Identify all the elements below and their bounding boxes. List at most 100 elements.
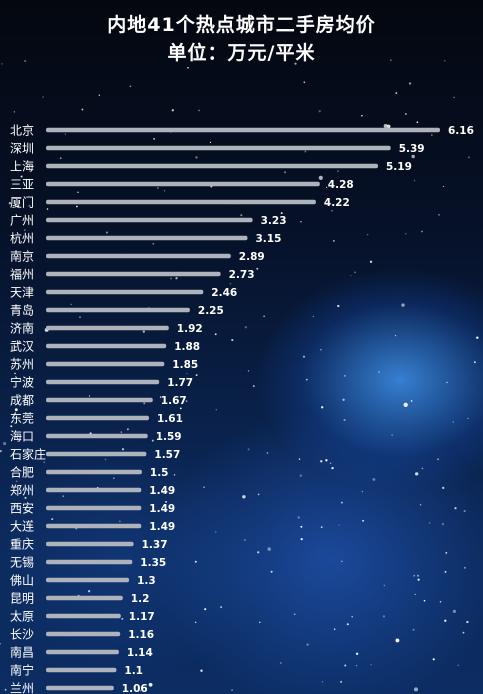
star-dot [337,170,339,173]
star-dot [14,372,16,375]
star-dot [391,434,393,436]
star-dot [17,205,20,208]
star-dot [88,395,91,397]
star-dot [179,407,182,410]
star-dot [14,408,18,412]
star-dot [354,271,356,274]
star-dot [442,486,445,490]
value-label: 4.28 [328,179,354,191]
star-dot [14,168,18,171]
star-dot [62,495,64,497]
star-dot [280,212,283,215]
star-dot [463,566,466,569]
bar [46,379,160,385]
star-dot [263,315,265,318]
star-dot [442,185,445,188]
star-dot [270,570,273,573]
star-dot [333,240,335,242]
star-dot [163,190,166,192]
value-label: 1.92 [177,323,203,335]
bar [46,523,142,529]
bar [46,325,169,331]
star-dot [383,123,388,129]
value-label: 1.49 [149,521,175,533]
star-dot [23,229,26,232]
star-dot [298,458,301,460]
star-dot [162,492,164,494]
star-dot [126,428,129,431]
value-label: 1.59 [156,431,182,443]
star-dot [383,584,386,587]
star-dot [8,202,12,205]
bar [46,163,378,169]
star-dot [51,518,54,521]
category-label: 南宁 [10,663,34,678]
category-label: 北京 [10,124,34,138]
star-dot [195,156,198,159]
star-dot [170,277,173,280]
star-dot [441,523,445,526]
star-dot [113,477,115,479]
bar [46,649,119,655]
bar [46,577,130,583]
star-dot [13,357,16,359]
star-dot [413,179,416,182]
star-dot [370,663,372,666]
star-dot [395,92,398,95]
bar [46,397,153,403]
star-dot [361,114,363,117]
bar [46,199,316,205]
star-dot [445,552,448,554]
star-dot [15,480,18,483]
star-dot [153,138,156,140]
star-dot [24,496,27,499]
star-dot [79,316,81,319]
value-label: 2.46 [211,287,237,299]
category-label: 长沙 [10,628,34,642]
star-dot [431,134,433,136]
star-dot [259,621,261,624]
star-dot [121,448,125,451]
star-dot [342,398,345,401]
star-dot [390,59,392,62]
star-dot [4,688,7,691]
star-dot [444,570,447,573]
star-dot [159,396,162,398]
value-label: 1.37 [142,539,168,551]
star-dot [20,175,23,178]
star-dot [467,417,469,420]
star-dot [453,96,455,99]
star-dot [200,669,203,672]
star-dot [43,461,46,463]
star-dot [243,538,246,542]
value-label: 1.61 [157,413,183,425]
star-dot [302,355,306,358]
star-dot [417,578,420,581]
value-label: 1.88 [174,341,200,353]
star-dot [121,617,124,620]
star-dot [257,493,260,496]
star-dot [64,133,67,135]
star-dot [244,326,247,329]
bar [46,451,147,457]
category-label: 东莞 [10,412,34,426]
star-dot [13,111,16,113]
star-dot [59,157,62,160]
category-label: 海口 [10,429,34,444]
star-dot [87,590,91,593]
star-dot [414,593,416,596]
star-dot [423,599,426,602]
star-dot [247,370,250,372]
bar [46,217,253,223]
star-dot [457,664,459,666]
star-dot [143,402,146,405]
star-dot [256,267,259,270]
value-label: 1.49 [149,485,175,497]
category-label: 广州 [10,214,34,228]
star-dot [408,82,412,85]
value-label: 1.2 [131,593,150,605]
star-dot [76,205,78,208]
value-label: 2.25 [198,305,224,317]
star-dot [231,339,234,342]
star-dot [395,638,400,643]
